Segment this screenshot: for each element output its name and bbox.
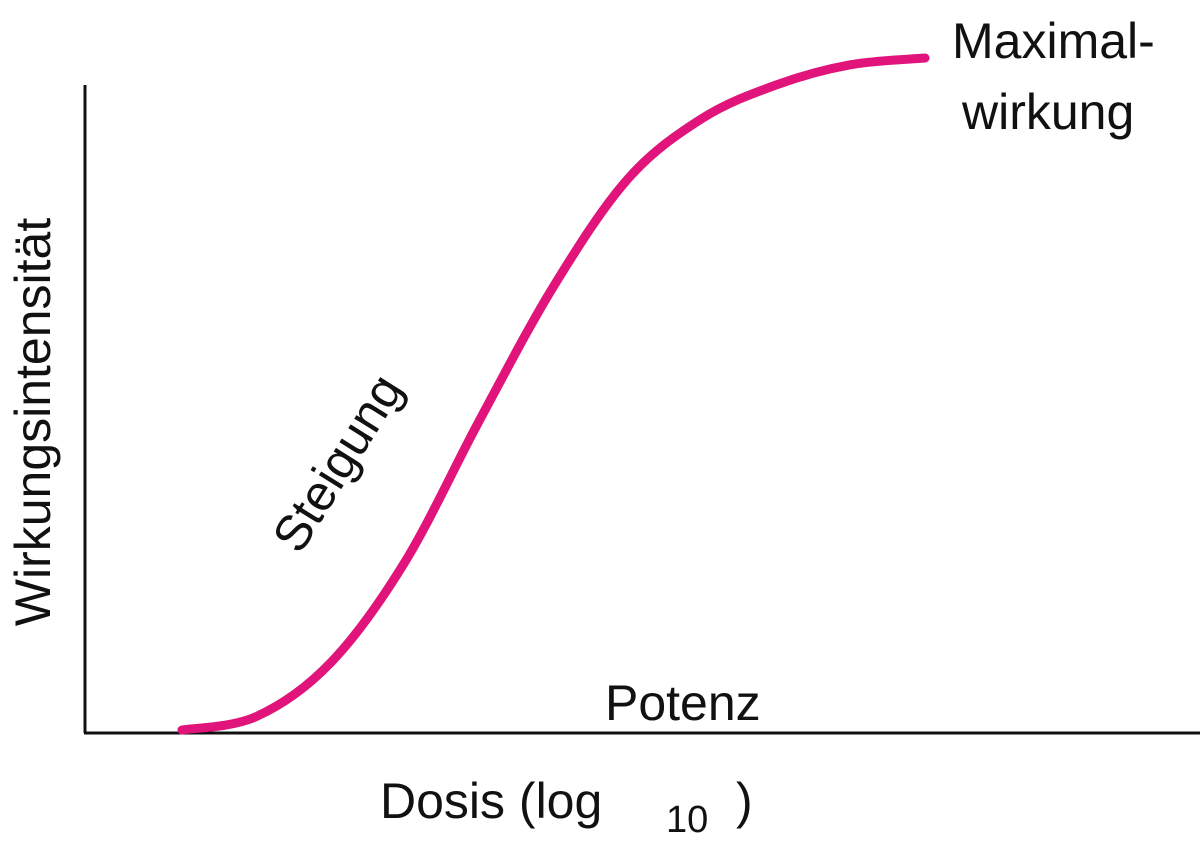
x-axis-label: Dosis (log 10 ) [380,773,753,841]
dose-response-curve [177,53,930,735]
x-axis-label-subscript: 10 [666,799,708,841]
x-axis-label-close: ) [736,773,753,829]
y-axis-label: Wirkungsintensität [5,218,61,627]
annotation-plateau-line-1: Maximal- [952,13,1155,69]
annotation-slope: Steigung [262,364,414,561]
annotation-plateau-line-2: wirkung [961,84,1134,140]
x-axis-label-text: Dosis (log [380,773,602,829]
annotation-potency: Potenz [605,675,761,731]
annotation-plateau: Maximal- wirkung [952,13,1155,140]
